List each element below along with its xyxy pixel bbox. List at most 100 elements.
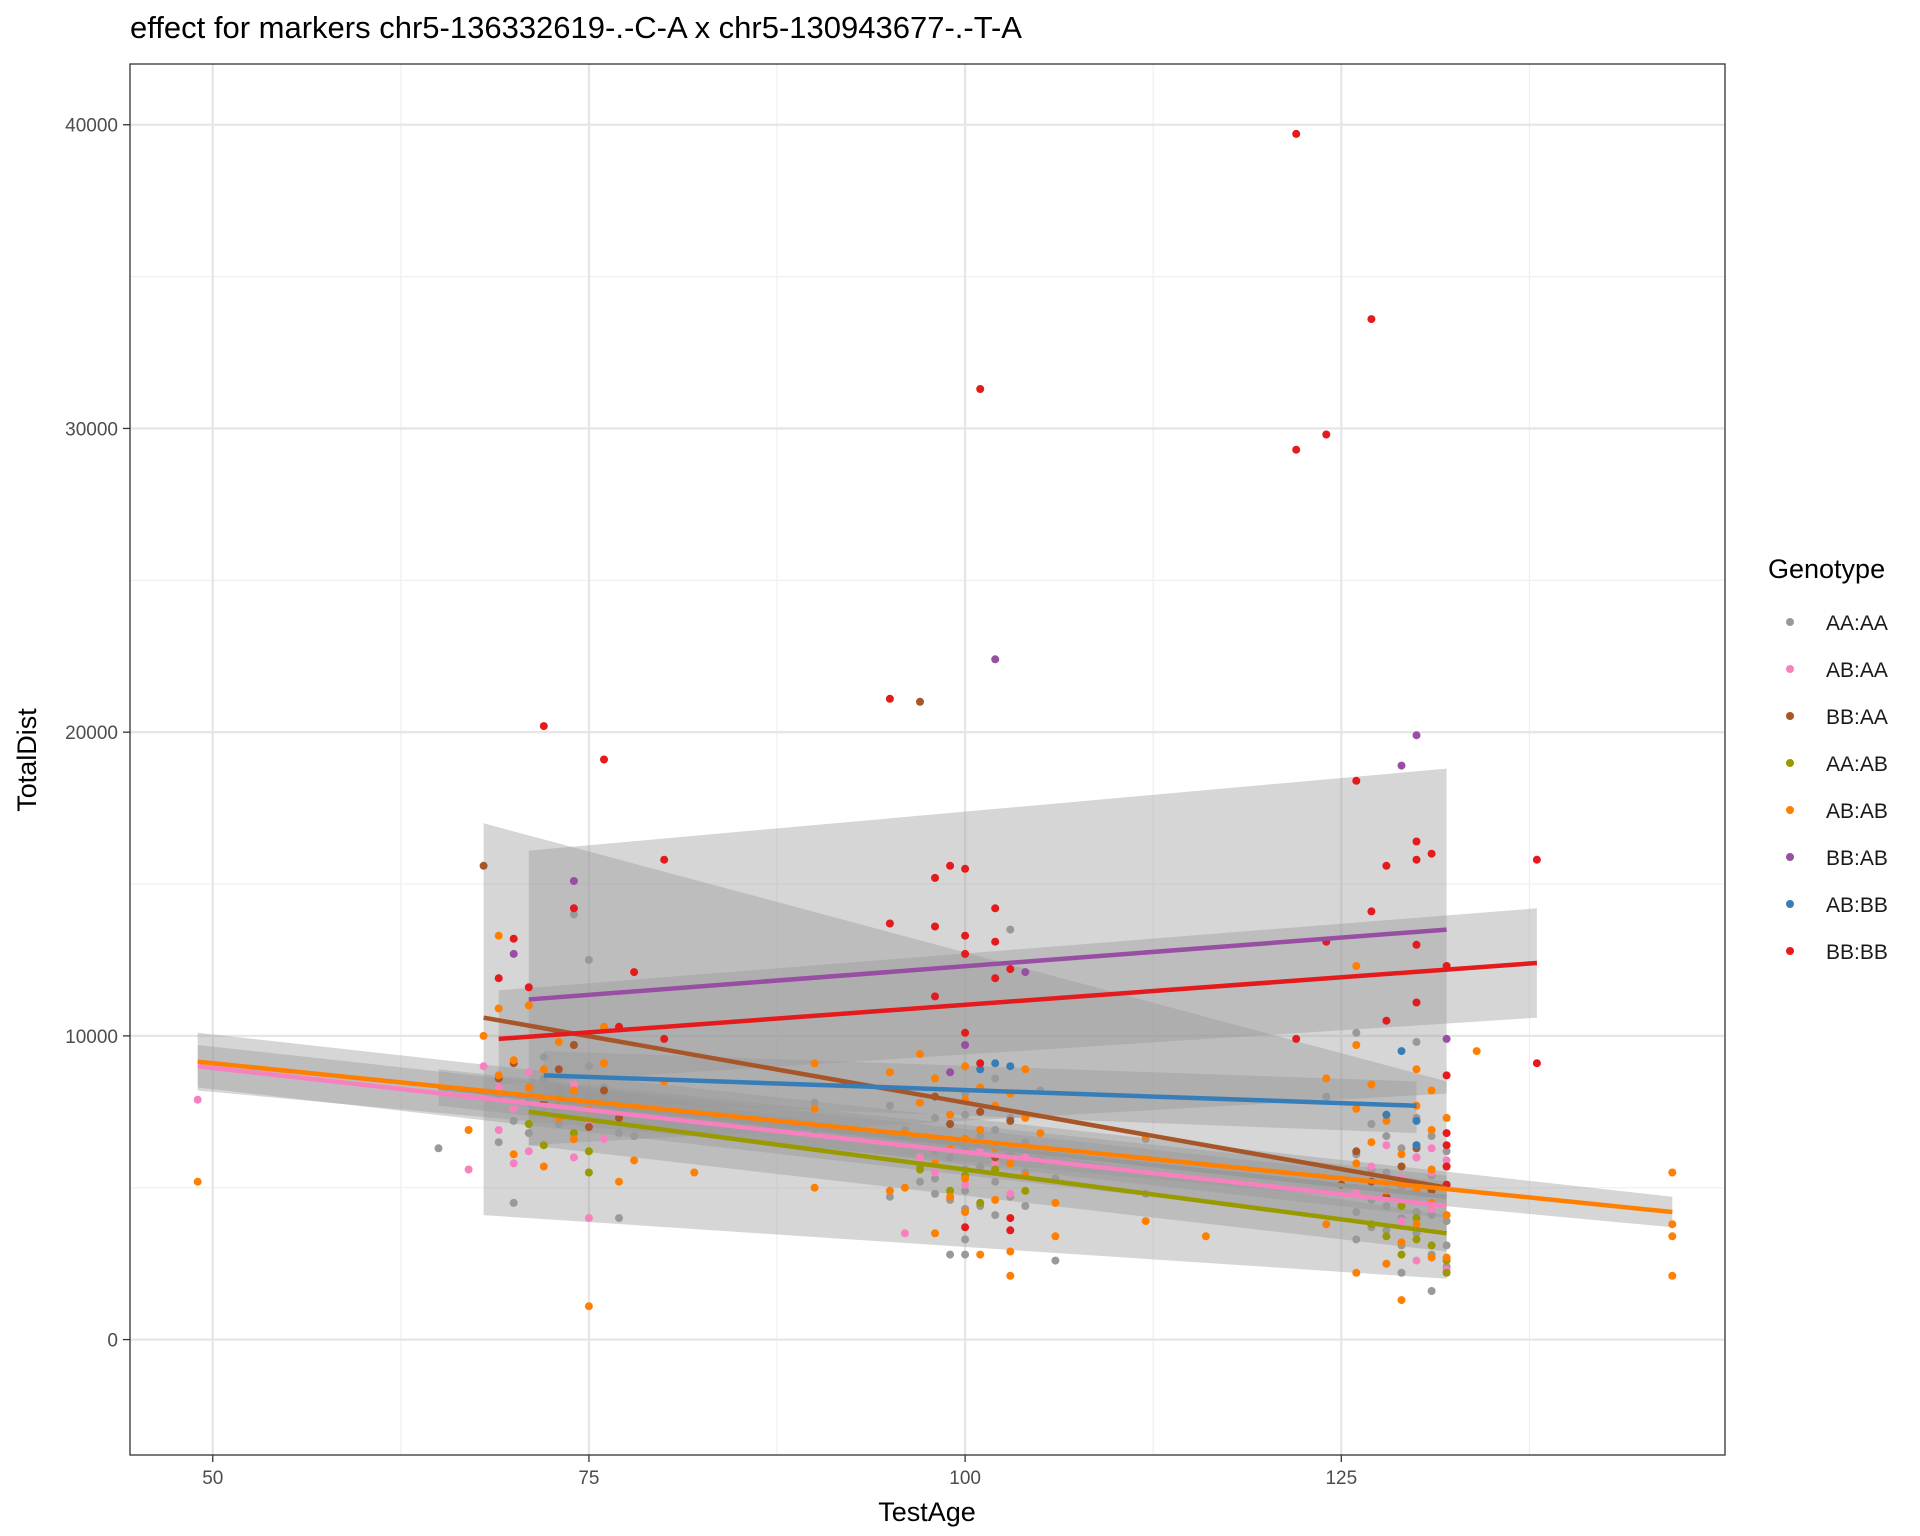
data-point bbox=[509, 934, 518, 943]
data-point bbox=[539, 1162, 548, 1171]
data-point bbox=[524, 1120, 533, 1128]
y-axis-title: TotalDist bbox=[12, 708, 42, 812]
legend-label: AA:AA bbox=[1826, 612, 1888, 635]
data-point bbox=[1442, 1034, 1451, 1043]
data-point bbox=[494, 1083, 503, 1092]
data-point bbox=[1367, 907, 1376, 916]
x-axis: 50 75 100 125 bbox=[202, 1455, 1357, 1489]
y-axis: 0 10000 20000 30000 40000 bbox=[65, 116, 130, 1352]
data-point bbox=[1021, 1065, 1030, 1074]
data-point bbox=[961, 1186, 970, 1195]
legend-label: BB:BB bbox=[1826, 941, 1888, 964]
data-point bbox=[1352, 1159, 1361, 1168]
data-point bbox=[1201, 1232, 1210, 1241]
data-point bbox=[1352, 962, 1361, 970]
data-point bbox=[660, 1034, 669, 1043]
y-tick-label: 30000 bbox=[65, 419, 118, 440]
data-point bbox=[600, 1022, 608, 1031]
data-point bbox=[1442, 1129, 1451, 1138]
data-point bbox=[1292, 445, 1301, 454]
data-point bbox=[885, 694, 894, 703]
data-point bbox=[1442, 1162, 1451, 1171]
data-point bbox=[569, 1153, 578, 1162]
data-point bbox=[961, 1110, 970, 1119]
data-point bbox=[961, 1062, 970, 1071]
data-point bbox=[1006, 1062, 1015, 1071]
legend-label: AB:AB bbox=[1826, 800, 1888, 823]
data-point bbox=[1442, 1141, 1451, 1150]
data-point bbox=[1412, 998, 1421, 1007]
data-point bbox=[1322, 430, 1331, 439]
data-point bbox=[509, 1104, 518, 1113]
data-point bbox=[1006, 965, 1015, 974]
data-point bbox=[931, 992, 939, 1001]
data-point bbox=[961, 1250, 970, 1259]
data-point bbox=[946, 1110, 955, 1119]
data-point bbox=[1006, 925, 1015, 934]
legend-label: AA:AB bbox=[1826, 753, 1888, 776]
data-point bbox=[479, 1031, 488, 1040]
data-point bbox=[916, 697, 924, 706]
data-point bbox=[931, 1113, 939, 1122]
data-point bbox=[1397, 1150, 1406, 1159]
data-point bbox=[976, 385, 985, 393]
data-point bbox=[1141, 1217, 1150, 1226]
data-point bbox=[976, 1132, 985, 1141]
data-point bbox=[1668, 1220, 1677, 1229]
data-point bbox=[961, 1041, 970, 1049]
data-point bbox=[1382, 1132, 1391, 1141]
data-point bbox=[961, 1028, 970, 1037]
x-tick-label: 125 bbox=[1325, 1468, 1357, 1489]
data-point bbox=[1382, 1016, 1391, 1025]
data-point bbox=[630, 968, 639, 977]
data-point bbox=[916, 1098, 924, 1107]
fit-line-BB-BB bbox=[498, 960, 1538, 1042]
data-point bbox=[931, 1229, 939, 1238]
data-point bbox=[885, 1068, 894, 1077]
x-tick-label: 100 bbox=[949, 1468, 981, 1489]
data-point bbox=[569, 1135, 578, 1144]
data-point bbox=[1427, 1205, 1436, 1213]
data-point bbox=[916, 1177, 924, 1186]
data-point bbox=[600, 755, 608, 764]
legend-key-AB-BB bbox=[1786, 900, 1794, 908]
data-point bbox=[494, 1138, 503, 1147]
data-point bbox=[1427, 1132, 1436, 1141]
data-point bbox=[961, 949, 970, 958]
legend-key-BB-AA bbox=[1786, 712, 1794, 720]
data-point bbox=[1367, 315, 1376, 324]
data-point bbox=[1427, 1287, 1436, 1295]
data-point bbox=[931, 922, 939, 931]
data-point bbox=[554, 1065, 563, 1074]
plot-panel bbox=[130, 64, 1725, 1455]
data-point bbox=[1322, 1220, 1331, 1229]
data-point bbox=[1427, 1253, 1436, 1262]
data-point bbox=[509, 1150, 518, 1159]
data-point bbox=[1442, 1217, 1451, 1226]
data-point bbox=[961, 1180, 970, 1189]
data-point bbox=[509, 949, 518, 958]
data-point bbox=[810, 1104, 819, 1113]
data-point bbox=[509, 1159, 518, 1168]
data-point bbox=[1352, 1235, 1361, 1244]
data-point bbox=[494, 931, 503, 940]
data-point bbox=[946, 1153, 955, 1162]
data-point bbox=[976, 1059, 985, 1068]
data-point bbox=[600, 1135, 608, 1144]
data-point bbox=[991, 1074, 1000, 1083]
data-point bbox=[931, 1074, 939, 1083]
data-point bbox=[1051, 1256, 1060, 1265]
data-point bbox=[193, 1095, 202, 1104]
data-point bbox=[554, 1038, 563, 1046]
fit-line-AB-BB bbox=[543, 1073, 1417, 1108]
confidence-band-BB-AB bbox=[528, 768, 1447, 1146]
data-point bbox=[630, 1156, 639, 1165]
data-point bbox=[916, 1050, 924, 1059]
data-point bbox=[1427, 849, 1436, 858]
data-point bbox=[1352, 1268, 1361, 1277]
data-point bbox=[1006, 1247, 1015, 1256]
data-point bbox=[1442, 1253, 1451, 1262]
fit-line-AA-AB bbox=[528, 1109, 1447, 1236]
data-point bbox=[584, 1092, 593, 1101]
data-point bbox=[1412, 855, 1421, 864]
